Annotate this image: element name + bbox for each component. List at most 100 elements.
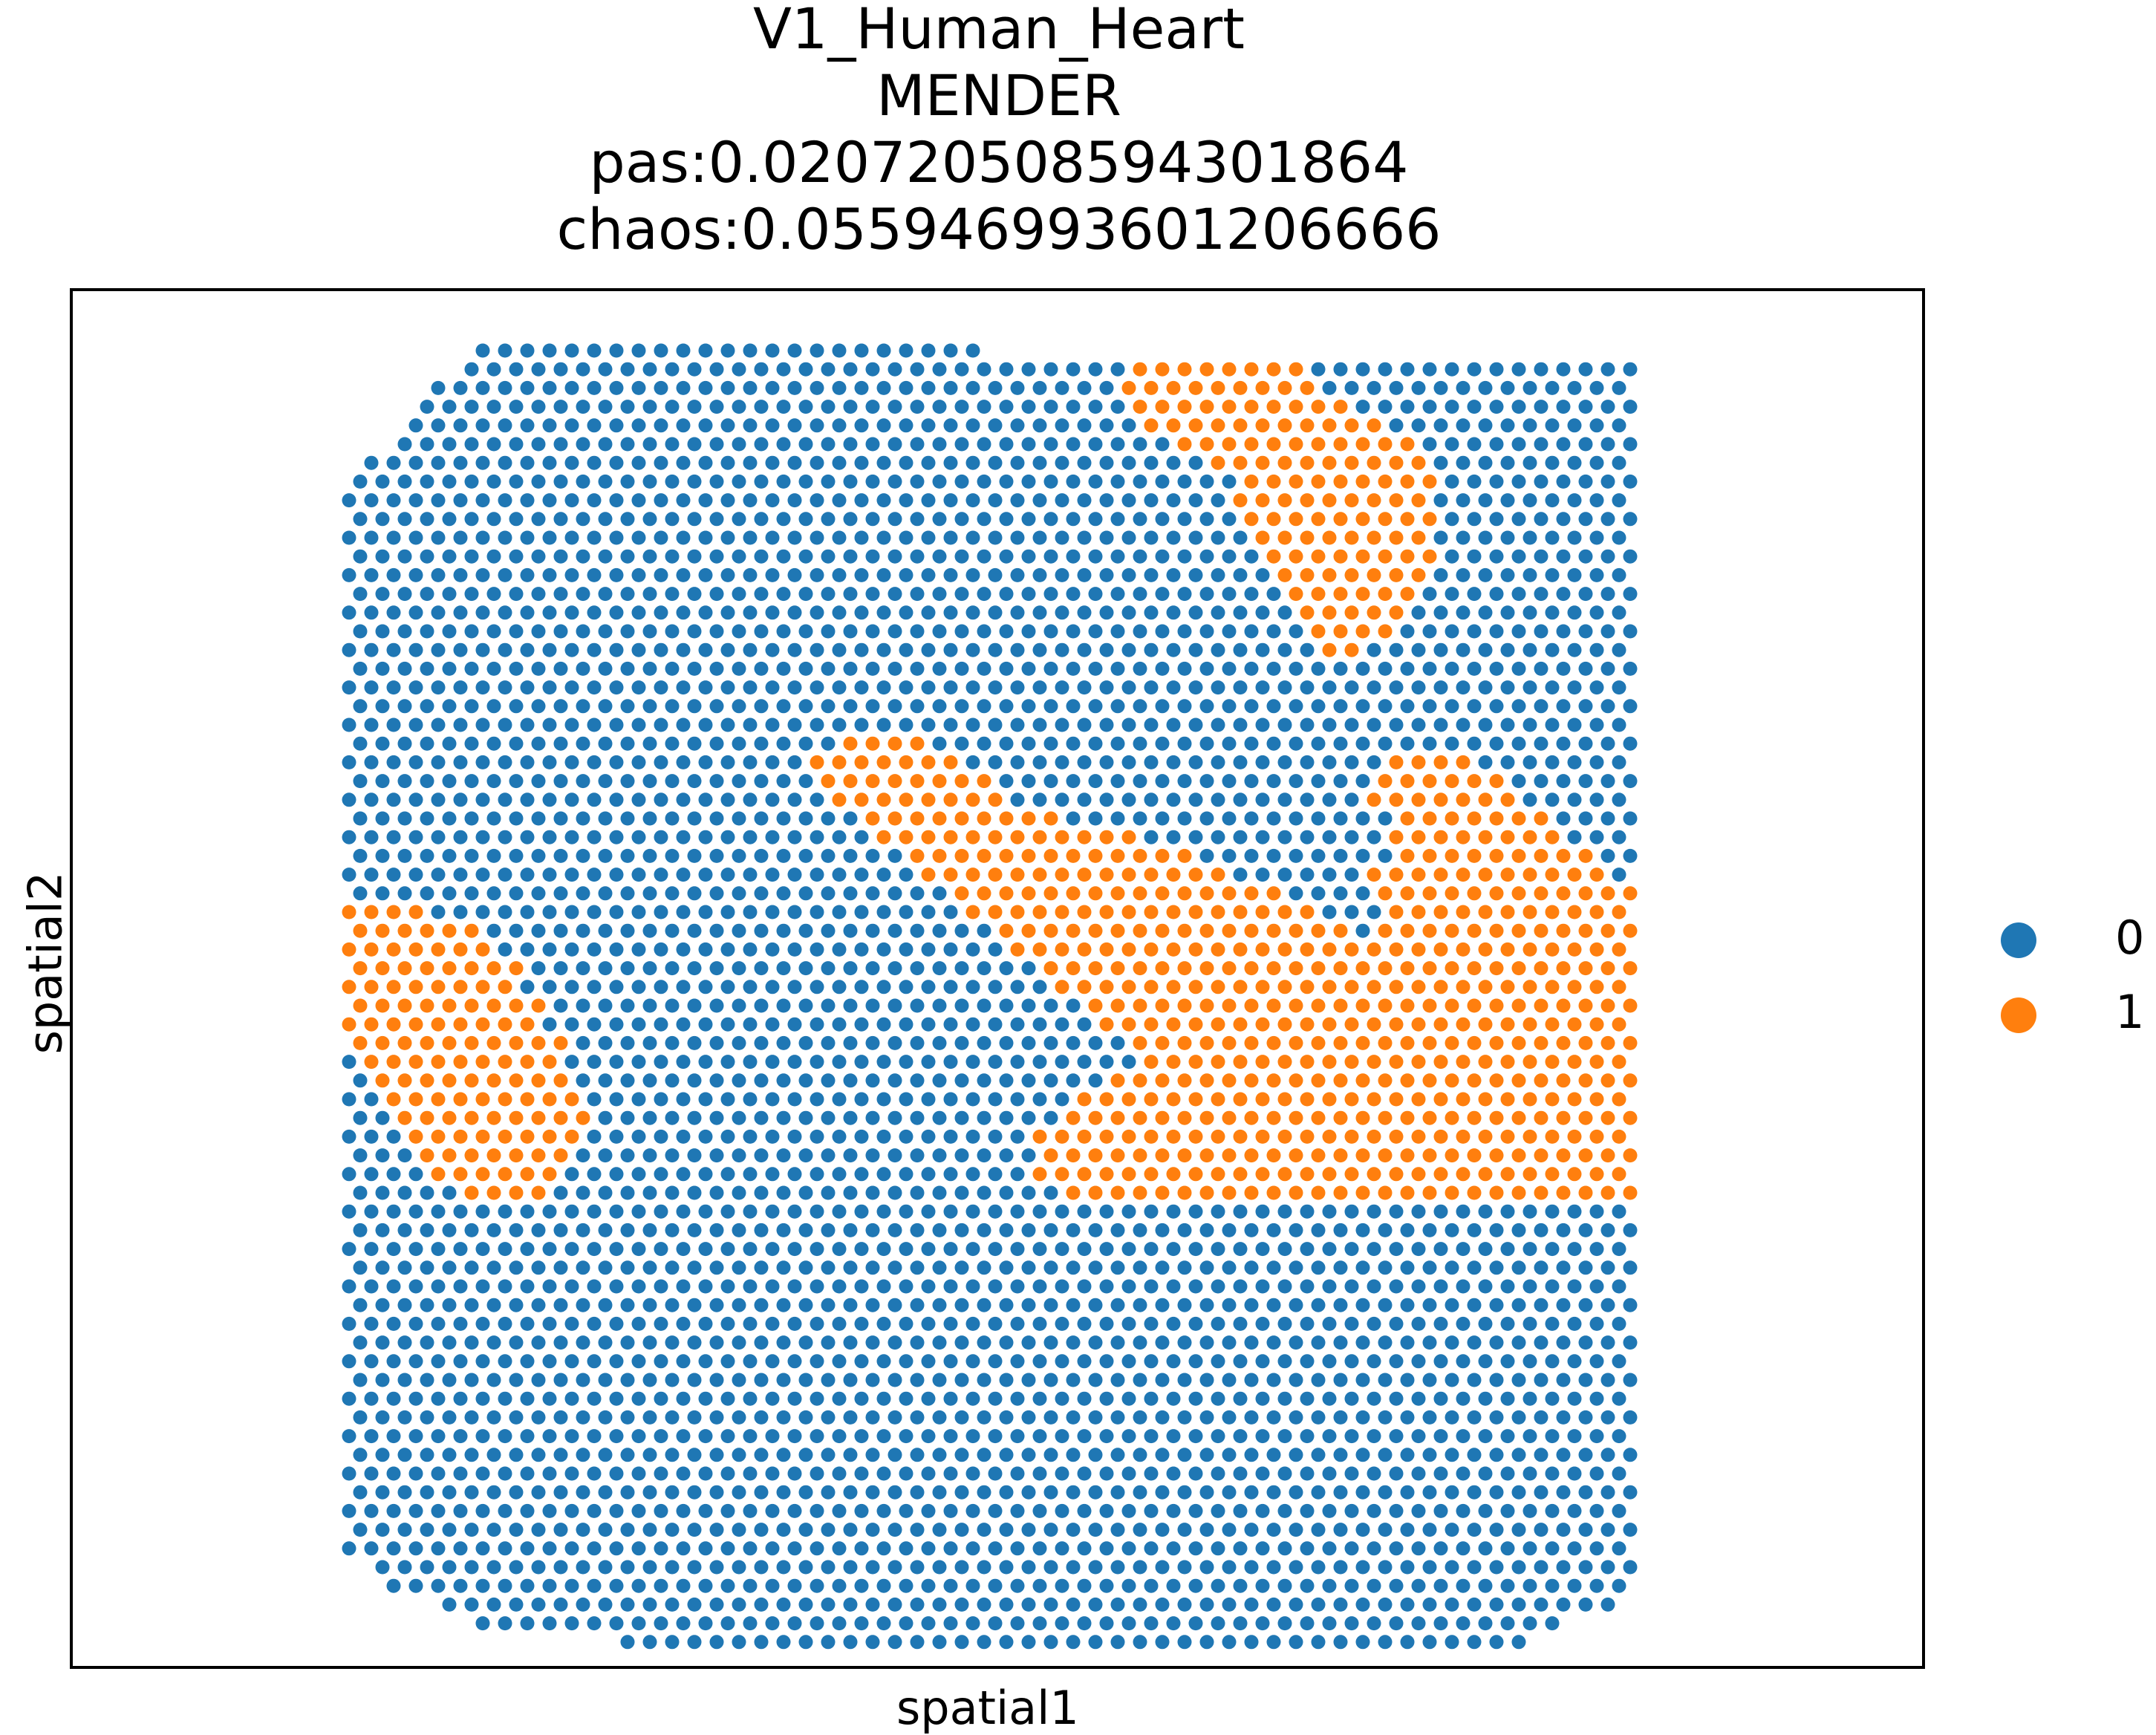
spot-cluster-0 — [1255, 1204, 1270, 1219]
spot-cluster-0 — [542, 1204, 557, 1219]
spot-cluster-1 — [1233, 455, 1248, 470]
spot-cluster-1 — [1099, 868, 1114, 882]
spot-cluster-0 — [631, 905, 646, 919]
spot-cluster-0 — [475, 680, 490, 695]
spot-cluster-0 — [1556, 587, 1571, 602]
spot-cluster-0 — [865, 1523, 880, 1537]
spot-cluster-0 — [486, 736, 501, 751]
spot-cluster-0 — [397, 1448, 412, 1462]
spot-cluster-1 — [1478, 830, 1493, 844]
spot-cluster-0 — [1177, 774, 1192, 789]
spot-cluster-0 — [520, 343, 535, 358]
spot-cluster-0 — [832, 1466, 847, 1481]
spot-cluster-0 — [988, 717, 1003, 732]
spot-cluster-0 — [1077, 1279, 1092, 1294]
spot-cluster-0 — [954, 1298, 969, 1312]
spot-cluster-0 — [687, 1410, 702, 1425]
spot-cluster-0 — [564, 868, 579, 882]
spot-cluster-0 — [364, 530, 379, 545]
spot-cluster-1 — [1355, 1110, 1370, 1125]
spot-cluster-0 — [1032, 1204, 1047, 1219]
spot-cluster-0 — [798, 362, 813, 377]
spot-cluster-0 — [1166, 1466, 1181, 1481]
spot-cluster-0 — [1378, 736, 1393, 751]
spot-cluster-1 — [1199, 400, 1214, 414]
spot-cluster-1 — [1378, 624, 1393, 639]
spot-cluster-0 — [1511, 512, 1526, 527]
spot-cluster-0 — [1467, 1410, 1482, 1425]
spot-cluster-0 — [442, 474, 457, 489]
spot-cluster-1 — [1422, 512, 1437, 527]
spot-cluster-0 — [642, 1523, 657, 1537]
spot-cluster-1 — [1456, 942, 1471, 957]
spot-cluster-0 — [1043, 1410, 1058, 1425]
spot-cluster-0 — [1456, 530, 1471, 545]
spot-cluster-1 — [1266, 1110, 1281, 1125]
spot-cluster-1 — [1021, 848, 1036, 863]
spot-cluster-0 — [1099, 493, 1114, 508]
spot-cluster-0 — [364, 605, 379, 620]
spot-cluster-0 — [1244, 699, 1259, 714]
spot-cluster-0 — [654, 567, 668, 582]
spot-cluster-1 — [1511, 1185, 1526, 1200]
spot-cluster-0 — [798, 1485, 813, 1500]
spot-cluster-1 — [1244, 998, 1259, 1013]
spot-cluster-0 — [1522, 530, 1537, 545]
spot-cluster-0 — [1177, 1335, 1192, 1350]
spot-cluster-0 — [1478, 717, 1493, 732]
spot-cluster-0 — [620, 923, 635, 938]
spot-cluster-0 — [553, 512, 568, 527]
spot-cluster-0 — [1511, 474, 1526, 489]
spot-cluster-0 — [1378, 1485, 1393, 1500]
spot-cluster-0 — [798, 886, 813, 901]
spot-cluster-1 — [509, 998, 524, 1013]
spot-cluster-0 — [1589, 1316, 1604, 1331]
spot-cluster-0 — [1400, 736, 1415, 751]
spot-cluster-0 — [498, 1466, 512, 1481]
spot-cluster-0 — [1222, 1335, 1237, 1350]
spot-cluster-1 — [1344, 1129, 1359, 1144]
spot-cluster-0 — [1088, 1223, 1103, 1237]
spot-cluster-0 — [787, 1354, 802, 1369]
spot-cluster-0 — [1099, 642, 1114, 657]
spot-cluster-0 — [821, 961, 836, 976]
spot-cluster-1 — [1545, 1017, 1560, 1032]
spot-cluster-0 — [720, 1541, 735, 1556]
spot-cluster-1 — [1166, 942, 1181, 957]
spot-cluster-1 — [1500, 1017, 1515, 1032]
spot-cluster-1 — [1255, 1055, 1270, 1070]
spot-cluster-0 — [943, 380, 958, 395]
spot-cluster-0 — [1043, 512, 1058, 527]
spot-cluster-0 — [899, 717, 913, 732]
spot-cluster-0 — [1389, 418, 1404, 433]
spot-cluster-0 — [442, 1485, 457, 1500]
spot-cluster-1 — [1400, 1035, 1415, 1050]
spot-cluster-1 — [1188, 868, 1203, 882]
spot-cluster-0 — [910, 1035, 925, 1050]
spot-cluster-0 — [910, 998, 925, 1013]
spot-cluster-0 — [1445, 437, 1459, 452]
spot-cluster-0 — [364, 1466, 379, 1481]
spot-cluster-1 — [1322, 1167, 1337, 1182]
spot-cluster-0 — [375, 774, 390, 789]
spot-cluster-1 — [1489, 1148, 1504, 1163]
spot-cluster-1 — [1277, 418, 1292, 433]
spot-cluster-0 — [1612, 1242, 1626, 1257]
spot-cluster-1 — [1556, 1110, 1571, 1125]
spot-cluster-1 — [1233, 1129, 1248, 1144]
spot-cluster-0 — [943, 1466, 958, 1481]
spot-cluster-0 — [609, 1578, 624, 1593]
spot-cluster-0 — [1300, 1466, 1315, 1481]
spot-cluster-1 — [453, 1129, 468, 1144]
spot-cluster-0 — [1534, 699, 1548, 714]
spot-cluster-0 — [1133, 1560, 1147, 1575]
spot-cluster-0 — [865, 661, 880, 676]
spot-cluster-1 — [1511, 961, 1526, 976]
spot-cluster-0 — [810, 530, 824, 545]
spot-cluster-0 — [943, 1092, 958, 1107]
spot-cluster-0 — [732, 1110, 746, 1125]
spot-cluster-0 — [943, 455, 958, 470]
spot-cluster-0 — [832, 1167, 847, 1182]
spot-cluster-0 — [431, 792, 446, 807]
spot-cluster-1 — [1010, 905, 1025, 919]
